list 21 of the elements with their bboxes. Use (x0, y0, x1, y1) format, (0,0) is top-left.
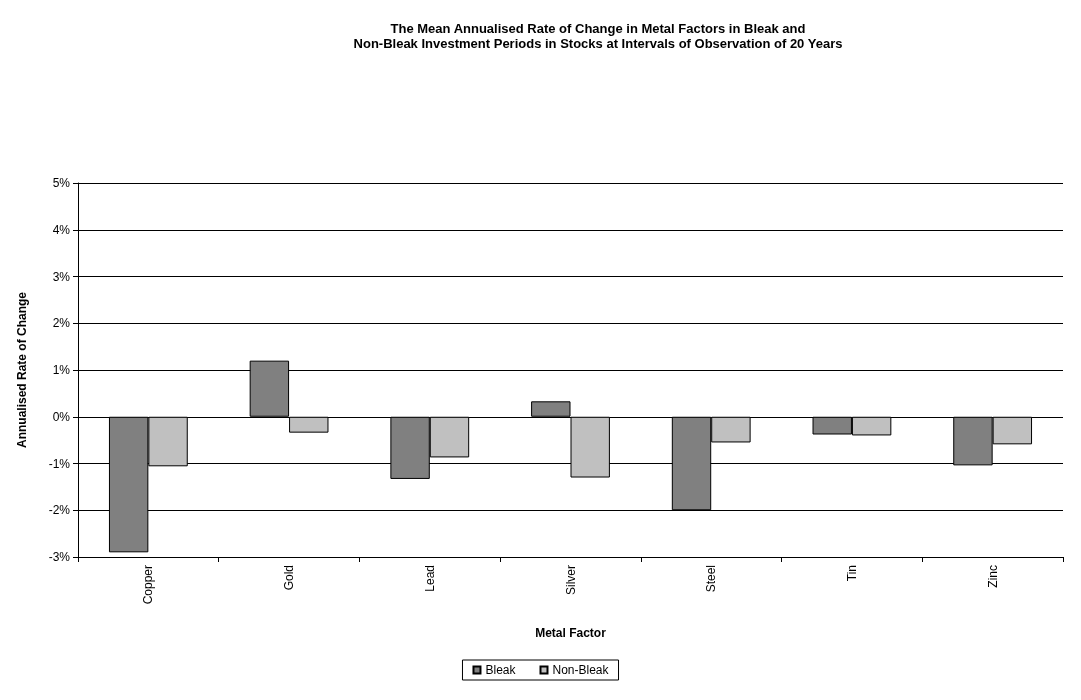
y-tick-label: -1% (48, 456, 71, 471)
x-tick-label: Lead (422, 565, 437, 592)
y-tick-label: 2% (52, 316, 71, 331)
x-tick-label: Zinc (985, 565, 1000, 588)
y-tick-label: 5% (52, 176, 71, 190)
y-tick-label: -2% (48, 503, 71, 518)
x-tick-label: Tin (844, 565, 859, 582)
chart-title: The Mean Annualised Rate of Change in Metal Factors in Bleak and Non-Bleak Investment Periods in Stocks at Intervals of Observation of 20 Years (353, 21, 843, 51)
y-axis-title: Annualised Rate of Change (15, 291, 29, 449)
y-tick-label: -3% (48, 550, 71, 564)
y-tick-label: 4% (52, 222, 71, 237)
x-tick-label: Steel (704, 565, 719, 593)
legend-label: Bleak (485, 663, 517, 677)
x-tick-label: Silver (563, 565, 578, 596)
y-tick-label: 0% (52, 409, 71, 424)
x-tick-label: Gold (282, 565, 297, 591)
y-tick-label: 1% (52, 363, 71, 377)
x-axis-title: Metal Factor (535, 626, 607, 640)
legend-label: Non-Bleak (552, 663, 610, 677)
x-tick-label: Copper (141, 565, 156, 605)
y-tick-label: 3% (52, 269, 71, 284)
